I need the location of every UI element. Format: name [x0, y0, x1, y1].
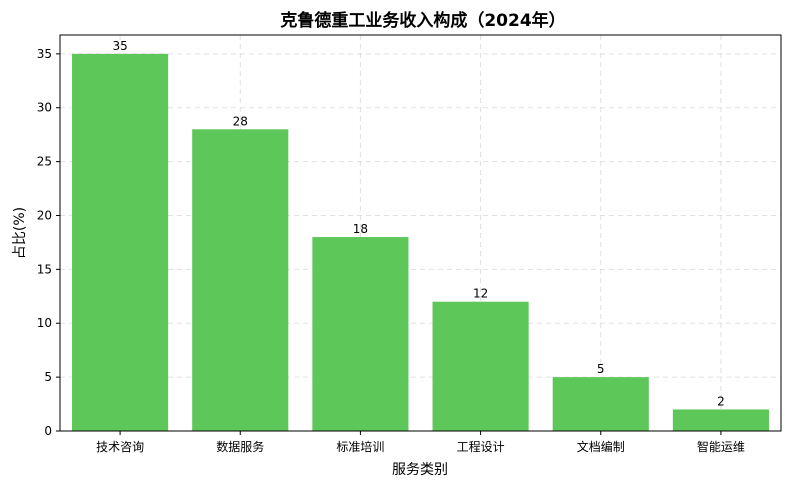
y-axis-label: 占比(%) [12, 207, 28, 259]
y-tick-label: 15 [37, 262, 52, 276]
data-labels: 35 28 18 12 5 2 [112, 39, 724, 409]
y-tick-label: 35 [37, 47, 52, 61]
x-axis: 技术咨询 数据服务 标准培训 工程设计 文档编制 智能运维 [96, 431, 745, 454]
y-tick-label: 20 [37, 208, 52, 222]
plot-frame [59, 34, 782, 432]
bar [192, 129, 289, 432]
bar-value-label: 35 [112, 39, 127, 53]
bar [672, 409, 769, 431]
bars [72, 53, 769, 432]
x-axis-label: 服务类别 [392, 462, 448, 478]
bar [312, 237, 409, 431]
y-tick-label: 0 [44, 424, 52, 438]
x-tick-label: 工程设计 [457, 439, 505, 454]
y-tick-label: 5 [44, 370, 52, 384]
x-tick-label: 标准培训 [336, 439, 384, 454]
x-tick-label: 文档编制 [577, 439, 625, 454]
chart-title: 克鲁德重工业务收入构成（2024年） [280, 10, 565, 31]
bar [552, 377, 649, 431]
bar [432, 301, 529, 431]
bar-value-label: 2 [717, 394, 725, 408]
bar-value-label: 18 [353, 222, 368, 236]
x-tick-label: 智能运维 [697, 439, 745, 454]
bar-value-label: 28 [233, 114, 248, 128]
y-tick-label: 25 [37, 155, 52, 169]
y-tick-label: 30 [37, 101, 52, 115]
x-tick-label: 数据服务 [216, 439, 264, 454]
bar-value-label: 5 [597, 362, 605, 376]
y-axis: 0 5 10 15 20 25 30 35 [37, 47, 60, 438]
bar [72, 53, 169, 431]
bar-value-label: 12 [473, 287, 488, 301]
x-tick-label: 技术咨询 [96, 439, 144, 454]
y-tick-label: 10 [37, 316, 52, 330]
